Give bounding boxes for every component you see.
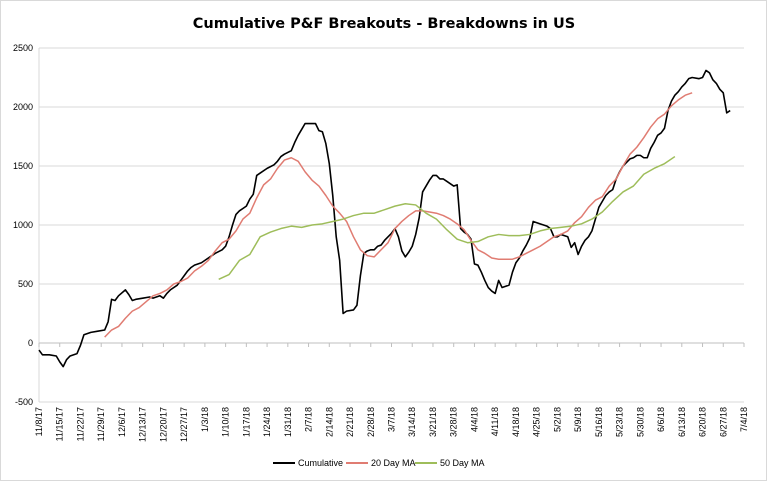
x-tick-label: 11/8/17: [34, 407, 44, 436]
x-tick-label: 11/29/17: [96, 407, 106, 441]
legend-label: 20 Day MA: [371, 458, 416, 468]
x-tick-label: 2/7/18: [304, 407, 314, 432]
y-tick-label: 2000: [13, 102, 33, 112]
gridlines: [39, 47, 744, 403]
x-tick-label: 1/24/18: [262, 407, 272, 437]
x-tick-label: 1/3/18: [200, 407, 210, 432]
x-tick-label: 6/20/18: [698, 407, 708, 437]
y-tick-label: 1000: [13, 220, 33, 230]
series-line-50-day-ma: [218, 155, 676, 280]
x-tick-label: 4/25/18: [532, 407, 542, 437]
x-tick-label: 1/31/18: [283, 407, 293, 437]
x-tick-label: 6/27/18: [718, 407, 728, 437]
y-tick-labels: -500 0 500 1000 1500 2000 2500: [13, 43, 33, 407]
x-tick-label: 4/11/18: [490, 407, 500, 436]
x-tick-label: 12/6/17: [117, 407, 127, 437]
x-tick-label: 3/28/18: [449, 407, 459, 437]
series-line-cumulative: [38, 69, 731, 368]
x-tick-label: 12/20/17: [158, 407, 168, 442]
x-tick-labels: 11/8/17 11/15/17 11/22/17 11/29/17 12/6/17 12…: [34, 407, 749, 442]
x-tick-label: 5/30/18: [635, 407, 645, 437]
legend-label: Cumulative: [298, 458, 343, 468]
x-tick-label: 11/22/17: [75, 407, 85, 441]
x-tick-label: 5/9/18: [573, 407, 583, 432]
x-tick-label: 1/17/18: [241, 407, 251, 437]
legend-label: 50 Day MA: [440, 458, 485, 468]
y-tick-label: 2500: [13, 43, 33, 53]
x-tick-label: 6/6/18: [656, 407, 666, 432]
x-tick-label: 2/14/18: [324, 407, 334, 437]
axes: [38, 48, 745, 402]
chart-title: Cumulative P&F Breakouts - Breakdowns in…: [193, 16, 575, 32]
x-tick-label: 4/4/18: [469, 407, 479, 432]
x-tick-label: 11/15/17: [55, 407, 65, 441]
x-tick-label: 4/18/18: [511, 407, 521, 437]
y-tick-label: 1500: [13, 161, 33, 171]
x-tick-label: 5/16/18: [594, 407, 604, 437]
legend: Cumulative 20 Day MA 50 Day MA: [273, 458, 485, 468]
x-tick-label: 3/7/18: [387, 407, 397, 432]
x-tick-label: 12/27/17: [179, 407, 189, 442]
series-lines: [38, 69, 731, 368]
x-tick-label: 12/13/17: [138, 407, 148, 442]
x-tick-label: 5/23/18: [615, 407, 625, 437]
x-tick-label: 2/21/18: [345, 407, 355, 437]
x-tick-label: 5/2/18: [552, 407, 562, 432]
x-tick-label: 7/4/18: [739, 407, 749, 432]
x-tick-label: 3/21/18: [428, 407, 438, 437]
x-tick-label: 3/14/18: [407, 407, 417, 437]
x-tick-label: 1/10/18: [221, 407, 231, 437]
series-line-20-day-ma: [104, 92, 693, 338]
x-tick-label: 2/28/18: [366, 407, 376, 437]
x-tick-label: 6/13/18: [677, 407, 687, 437]
y-tick-label: -500: [15, 397, 33, 407]
y-tick-label: 500: [18, 279, 33, 289]
y-tick-label: 0: [28, 338, 33, 348]
